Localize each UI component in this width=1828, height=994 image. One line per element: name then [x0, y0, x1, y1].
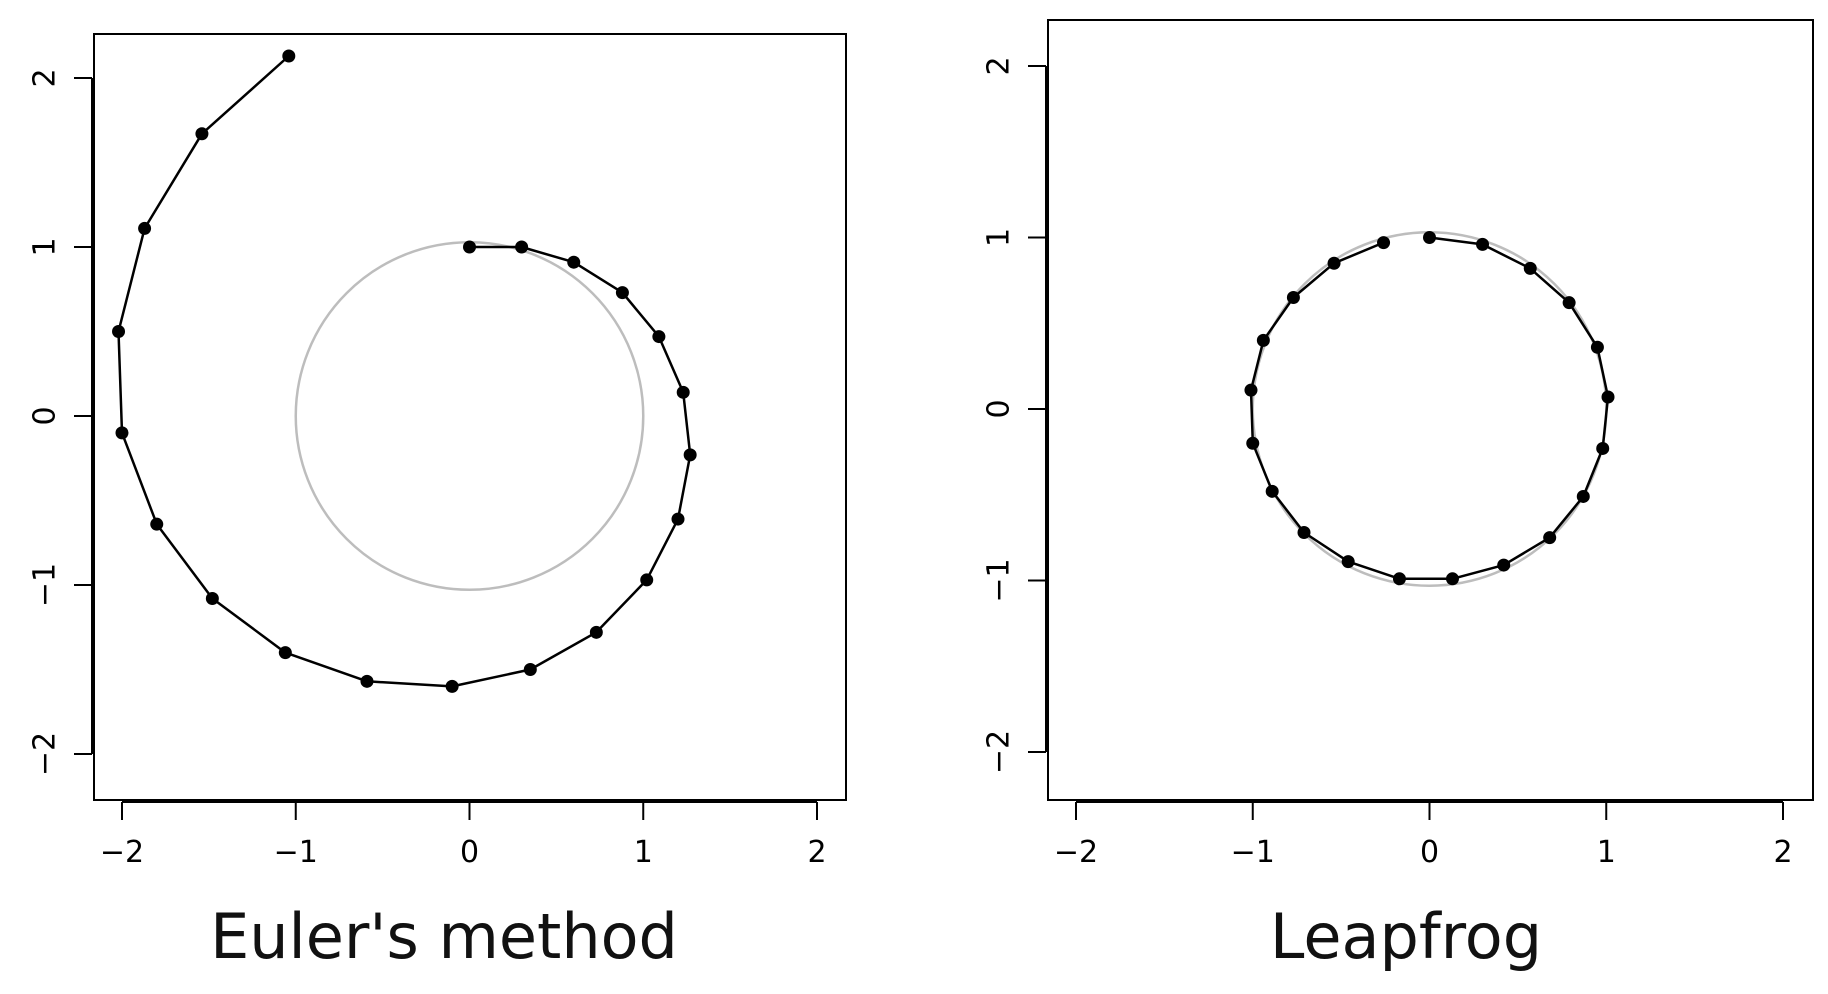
leapfrog-trajectory-point: [1523, 261, 1537, 275]
euler-trajectory-point: [463, 240, 476, 254]
euler-trajectory-point: [205, 592, 219, 606]
leapfrog-x-tick-label: 2: [1773, 835, 1792, 870]
euler-trajectory-point: [567, 255, 581, 269]
euler-trajectory-point: [360, 674, 374, 688]
euler-trajectory-point: [278, 646, 292, 660]
leapfrog-trajectory-point: [1601, 390, 1615, 404]
leapfrog-trajectory-point: [1246, 436, 1260, 450]
euler-x-tick-label: 0: [460, 835, 479, 870]
euler-trajectory-point: [282, 49, 296, 63]
leapfrog-panel-title: Leapfrog: [1269, 900, 1543, 973]
euler-x-tick-label: −1: [274, 835, 318, 870]
leapfrog-x-tick-label: −2: [1054, 835, 1098, 870]
leapfrog-y-tick-label: 1: [982, 228, 1017, 247]
euler-panel-title: Euler's method: [210, 900, 678, 973]
leapfrog-trajectory-point: [1590, 340, 1604, 354]
leapfrog-trajectory-point: [1576, 489, 1590, 503]
euler-trajectory-point: [589, 625, 603, 639]
euler-trajectory-point: [150, 517, 164, 531]
leapfrog-trajectory-point: [1341, 555, 1355, 569]
euler-exact-circle: [294, 241, 645, 591]
euler-y-tick-label: −2: [28, 732, 63, 776]
leapfrog-y-tick-label: 0: [982, 399, 1017, 418]
euler-trajectory-line: [117, 55, 692, 688]
leapfrog-x-tick-label: −1: [1231, 835, 1275, 870]
euler-x-tick-label: −2: [100, 835, 144, 870]
leapfrog-trajectory-point: [1497, 558, 1511, 572]
euler-x-tick-label: 1: [634, 835, 653, 870]
euler-trajectory-point: [652, 330, 666, 344]
euler-y-tick-label: 0: [28, 406, 63, 425]
euler-trajectory-point: [683, 448, 697, 462]
leapfrog-plot-frame: [1047, 19, 1814, 801]
euler-trajectory-point: [195, 127, 209, 141]
leapfrog-trajectory-point: [1256, 333, 1270, 347]
euler-trajectory-point: [138, 221, 152, 235]
euler-x-tick-label: 2: [807, 835, 826, 870]
leapfrog-y-tick-label: 2: [982, 56, 1017, 75]
euler-trajectory-point: [112, 325, 126, 338]
leapfrog-trajectory-point: [1476, 237, 1490, 251]
leapfrog-x-tick-label: 0: [1420, 835, 1439, 870]
leapfrog-trajectory-point: [1327, 256, 1341, 270]
euler-trajectory-point: [523, 663, 537, 676]
euler-trajectory-point: [615, 286, 629, 300]
leapfrog-trajectory-point: [1297, 525, 1311, 539]
leapfrog-trajectory-point: [1596, 441, 1610, 455]
leapfrog-trajectory-point: [1423, 231, 1436, 244]
leapfrog-trajectory-point: [1244, 383, 1258, 397]
euler-y-tick-label: 1: [28, 237, 63, 256]
leapfrog-trajectory-point: [1265, 484, 1279, 498]
leapfrog-x-tick-label: 1: [1597, 835, 1616, 870]
leapfrog-panel: −2 −1 0 1 2 −2 −1 0 1 2: [982, 19, 1814, 870]
leapfrog-y-tick-label: −2: [982, 730, 1017, 774]
euler-trajectory-point: [676, 385, 690, 399]
euler-trajectory-point: [515, 240, 529, 254]
euler-trajectory-point: [640, 573, 654, 587]
leapfrog-trajectory-point: [1562, 296, 1576, 310]
leapfrog-y-tick-label: −1: [982, 558, 1017, 602]
euler-trajectory-point: [445, 679, 459, 693]
leapfrog-trajectory-point: [1377, 236, 1391, 250]
leapfrog-trajectory-point: [1392, 572, 1406, 586]
euler-y-tick-label: −1: [28, 563, 63, 607]
euler-panel: −2 −1 0 1 2 −2 −1 0 1 2: [28, 33, 847, 870]
euler-y-tick-label: 2: [28, 68, 63, 87]
leapfrog-trajectory-point: [1445, 572, 1459, 586]
leapfrog-trajectory-point: [1543, 531, 1557, 545]
euler-trajectory-point: [115, 426, 129, 440]
euler-trajectory-point: [671, 512, 685, 526]
euler-plot-frame: [93, 33, 847, 801]
leapfrog-trajectory-point: [1286, 291, 1300, 305]
